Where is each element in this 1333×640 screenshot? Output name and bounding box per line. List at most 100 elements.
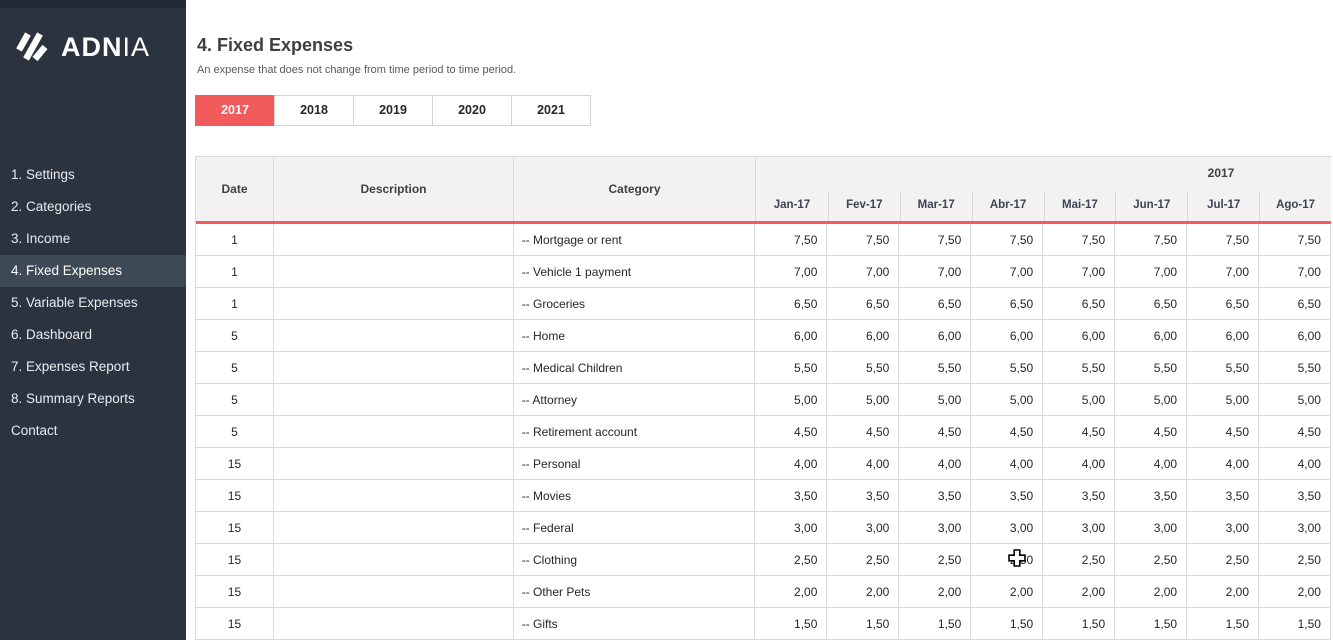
value-cell-mai-17[interactable]: 4,50 (1043, 416, 1116, 447)
value-cell-mar-17[interactable]: 2,00 (899, 576, 972, 607)
value-cell-mar-17[interactable]: 6,50 (899, 288, 972, 319)
value-cell-ago-17[interactable]: 2,00 (1259, 576, 1331, 607)
value-cell-jun-17[interactable]: 4,50 (1115, 416, 1188, 447)
value-cell-abr-17[interactable]: 4,00 (971, 448, 1044, 479)
value-cell-abr-17[interactable]: 1,50 (971, 608, 1044, 639)
value-cell-ago-17[interactable]: 4,50 (1259, 416, 1331, 447)
date-cell[interactable]: 15 (196, 576, 274, 607)
category-cell[interactable]: -- Vehicle 1 payment (514, 256, 756, 287)
value-cell-jul-17[interactable]: 1,50 (1187, 608, 1260, 639)
date-cell[interactable]: 5 (196, 320, 274, 351)
value-cell-ago-17[interactable]: 3,50 (1259, 480, 1331, 511)
date-cell[interactable]: 15 (196, 448, 274, 479)
value-cell-abr-17[interactable]: 5,50 (971, 352, 1044, 383)
category-cell[interactable]: -- Personal (514, 448, 756, 479)
value-cell-mai-17[interactable]: 1,50 (1043, 608, 1116, 639)
value-cell-abr-17[interactable]: 2,00 (971, 576, 1044, 607)
value-cell-mai-17[interactable]: 4,00 (1043, 448, 1116, 479)
value-cell-jan-17[interactable]: 7,50 (755, 224, 828, 255)
value-cell-mai-17[interactable]: 5,00 (1043, 384, 1116, 415)
description-cell[interactable] (274, 416, 514, 447)
tab-2018[interactable]: 2018 (274, 95, 354, 126)
value-cell-fev-17[interactable]: 6,00 (827, 320, 900, 351)
date-cell[interactable]: 15 (196, 608, 274, 639)
value-cell-jun-17[interactable]: 1,50 (1115, 608, 1188, 639)
tab-2020[interactable]: 2020 (432, 95, 512, 126)
category-cell[interactable]: -- Attorney (514, 384, 756, 415)
value-cell-ago-17[interactable]: 4,00 (1259, 448, 1331, 479)
value-cell-abr-17[interactable]: 7,50 (971, 224, 1044, 255)
value-cell-mai-17[interactable]: 2,50 (1043, 544, 1116, 575)
category-cell[interactable]: -- Gifts (514, 608, 756, 639)
sidebar-item-settings[interactable]: 1. Settings (11, 167, 75, 182)
value-cell-mar-17[interactable]: 3,00 (899, 512, 972, 543)
value-cell-jan-17[interactable]: 6,50 (755, 288, 828, 319)
value-cell-mai-17[interactable]: 5,50 (1043, 352, 1116, 383)
value-cell-jul-17[interactable]: 3,00 (1187, 512, 1260, 543)
value-cell-fev-17[interactable]: 3,00 (827, 512, 900, 543)
value-cell-jul-17[interactable]: 2,00 (1187, 576, 1260, 607)
value-cell-ago-17[interactable]: 6,50 (1259, 288, 1331, 319)
value-cell-abr-17[interactable]: 6,50 (971, 288, 1044, 319)
sidebar-item-summary-reports[interactable]: 8. Summary Reports (11, 391, 135, 406)
sidebar-item-dashboard[interactable]: 6. Dashboard (11, 327, 93, 342)
value-cell-jul-17[interactable]: 4,50 (1187, 416, 1260, 447)
value-cell-jun-17[interactable]: 2,00 (1115, 576, 1188, 607)
value-cell-mai-17[interactable]: 7,00 (1043, 256, 1116, 287)
value-cell-fev-17[interactable]: 2,50 (827, 544, 900, 575)
value-cell-mar-17[interactable]: 2,50 (899, 544, 972, 575)
value-cell-fev-17[interactable]: 7,00 (827, 256, 900, 287)
value-cell-abr-17[interactable]: 5,00 (971, 384, 1044, 415)
value-cell-ago-17[interactable]: 6,00 (1259, 320, 1331, 351)
value-cell-jul-17[interactable]: 4,00 (1187, 448, 1260, 479)
value-cell-jun-17[interactable]: 7,00 (1115, 256, 1188, 287)
description-cell[interactable] (274, 576, 514, 607)
value-cell-jun-17[interactable]: 2,50 (1115, 544, 1188, 575)
value-cell-jul-17[interactable]: 5,00 (1187, 384, 1260, 415)
description-cell[interactable] (274, 320, 514, 351)
category-cell[interactable]: -- Groceries (514, 288, 756, 319)
description-cell[interactable] (274, 288, 514, 319)
date-cell[interactable]: 1 (196, 224, 274, 255)
value-cell-jun-17[interactable]: 3,00 (1115, 512, 1188, 543)
value-cell-mar-17[interactable]: 3,50 (899, 480, 972, 511)
sidebar-item-variable-expenses[interactable]: 5. Variable Expenses (11, 295, 138, 310)
category-cell[interactable]: -- Home (514, 320, 756, 351)
value-cell-mai-17[interactable]: 6,50 (1043, 288, 1116, 319)
value-cell-jan-17[interactable]: 1,50 (755, 608, 828, 639)
value-cell-fev-17[interactable]: 4,00 (827, 448, 900, 479)
category-cell[interactable]: -- Other Pets (514, 576, 756, 607)
value-cell-fev-17[interactable]: 3,50 (827, 480, 900, 511)
date-cell[interactable]: 5 (196, 416, 274, 447)
value-cell-jan-17[interactable]: 5,00 (755, 384, 828, 415)
value-cell-mai-17[interactable]: 3,50 (1043, 480, 1116, 511)
value-cell-mar-17[interactable]: 5,00 (899, 384, 972, 415)
value-cell-fev-17[interactable]: 2,00 (827, 576, 900, 607)
value-cell-fev-17[interactable]: 5,50 (827, 352, 900, 383)
value-cell-ago-17[interactable]: 7,50 (1259, 224, 1331, 255)
value-cell-jan-17[interactable]: 5,50 (755, 352, 828, 383)
description-cell[interactable] (274, 256, 514, 287)
category-cell[interactable]: -- Movies (514, 480, 756, 511)
value-cell-jun-17[interactable]: 7,50 (1115, 224, 1188, 255)
sidebar-item-expenses-report[interactable]: 7. Expenses Report (11, 359, 130, 374)
tab-2021[interactable]: 2021 (511, 95, 591, 126)
description-cell[interactable] (274, 448, 514, 479)
value-cell-jan-17[interactable]: 3,50 (755, 480, 828, 511)
value-cell-ago-17[interactable]: 5,50 (1259, 352, 1331, 383)
category-cell[interactable]: -- Mortgage or rent (514, 224, 756, 255)
value-cell-jun-17[interactable]: 6,50 (1115, 288, 1188, 319)
category-cell[interactable]: -- Federal (514, 512, 756, 543)
description-cell[interactable] (274, 352, 514, 383)
value-cell-abr-17[interactable]: 6,00 (971, 320, 1044, 351)
value-cell-fev-17[interactable]: 5,00 (827, 384, 900, 415)
value-cell-ago-17[interactable]: 1,50 (1259, 608, 1331, 639)
sidebar-item-contact[interactable]: Contact (11, 423, 58, 438)
value-cell-fev-17[interactable]: 6,50 (827, 288, 900, 319)
value-cell-ago-17[interactable]: 3,00 (1259, 512, 1331, 543)
sidebar-item-fixed-expenses[interactable]: 4. Fixed Expenses (0, 255, 186, 287)
value-cell-jun-17[interactable]: 3,50 (1115, 480, 1188, 511)
date-cell[interactable]: 5 (196, 352, 274, 383)
value-cell-jun-17[interactable]: 6,00 (1115, 320, 1188, 351)
category-cell[interactable]: -- Medical Children (514, 352, 756, 383)
